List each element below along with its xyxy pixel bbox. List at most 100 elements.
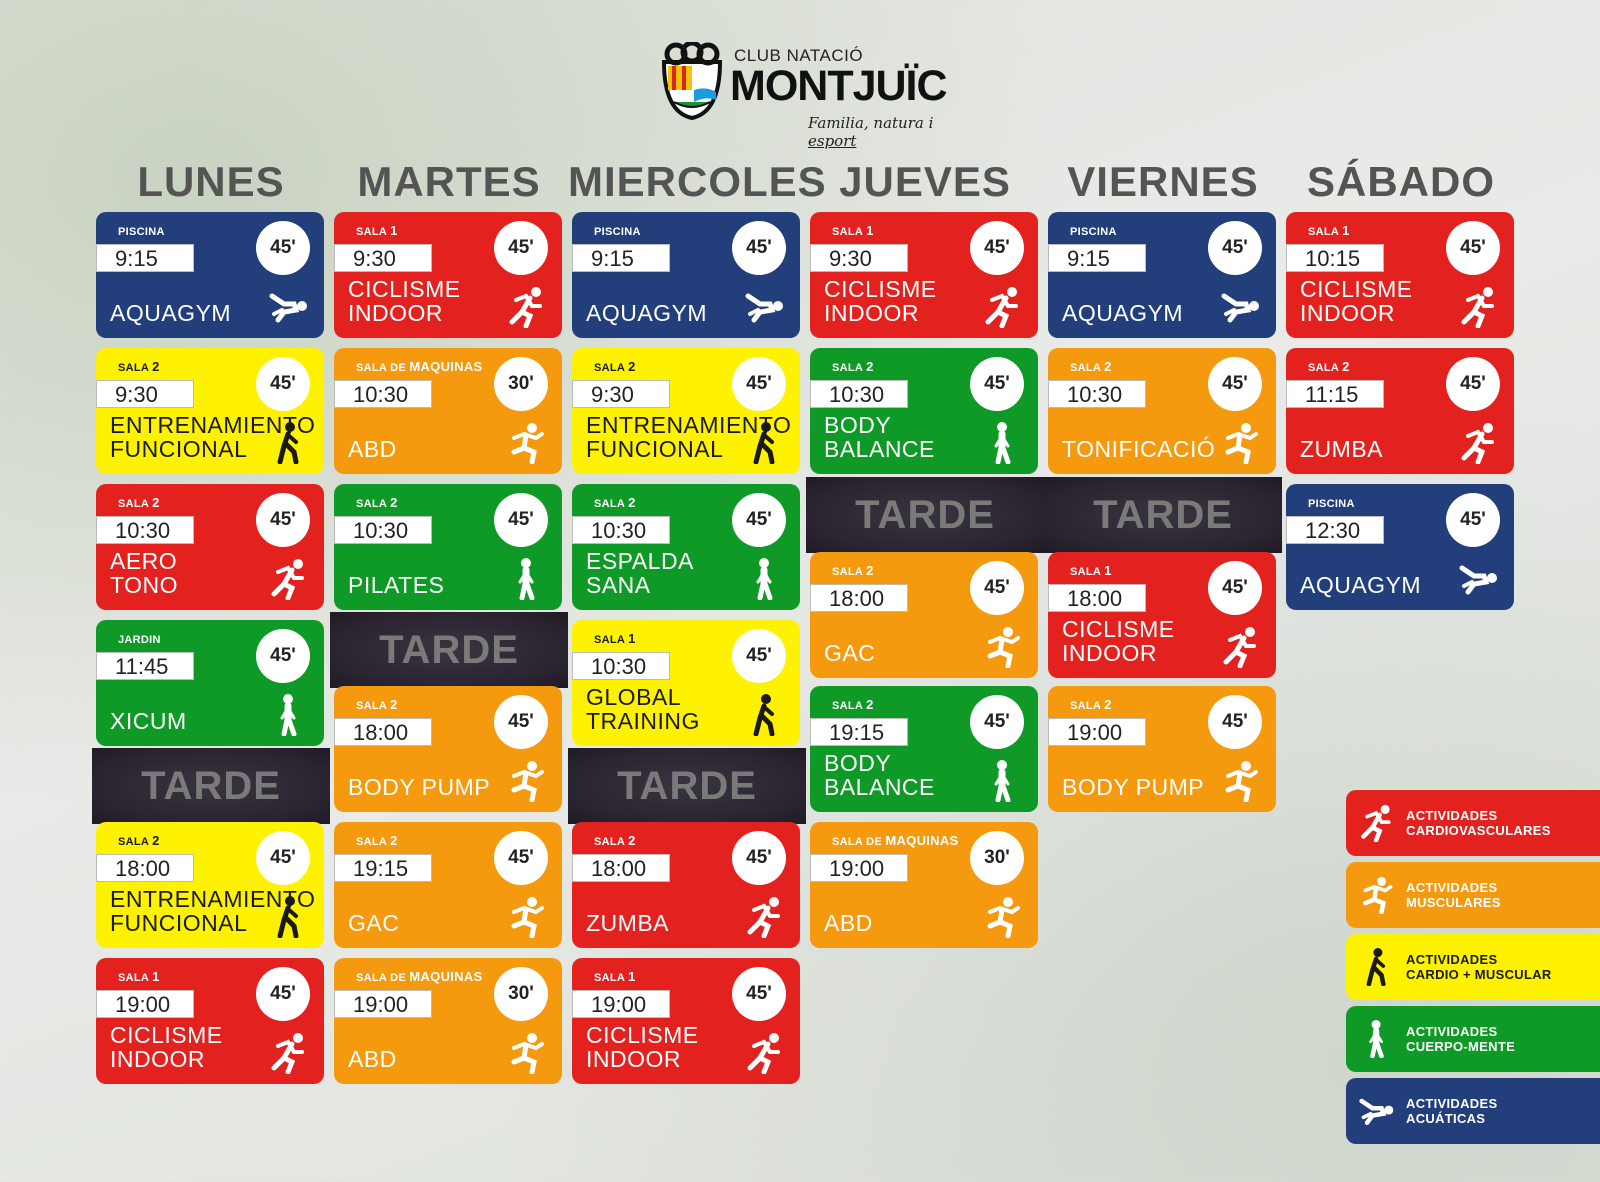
room-prefix: SALA [832, 226, 863, 238]
duration-badge: 45' [732, 831, 786, 885]
class-card-miercoles-2: SALA 2 9:30 45' ENTRENAMIENTO FUNCIONAL [572, 348, 800, 474]
class-card-lunes-5: SALA 2 18:00 45' ENTRENAMIENTO FUNCIONAL [96, 822, 324, 948]
duration-badge: 45' [256, 831, 310, 885]
tarde-separator-jueves: TARDE [806, 477, 1044, 553]
activity-name: ZUMBA [1300, 437, 1460, 461]
muscle-run-icon [506, 1032, 548, 1075]
activity-name: GLOBAL TRAINING [586, 685, 746, 733]
muscle-run-icon [1220, 760, 1262, 803]
class-card-sabado-3: PISCINA 12:30 45' AQUAGYM [1286, 484, 1514, 610]
duration-badge: 45' [1208, 561, 1262, 615]
stand-icon [1358, 1020, 1396, 1059]
legend-line-2: MUSCULARES [1406, 895, 1501, 910]
class-card-jueves-4: SALA 2 19:15 45' BODY BALANCE [810, 686, 1038, 812]
room-prefix: SALA [356, 836, 387, 848]
run-icon [744, 1032, 786, 1075]
day-header-viernes: VIERNES [1067, 158, 1259, 205]
activity-name: ESPALDA SANA [586, 549, 746, 597]
class-time: 18:00 [810, 584, 908, 612]
class-time: 10:15 [1286, 244, 1384, 272]
class-time: 19:00 [572, 990, 670, 1018]
class-time: 10:30 [334, 380, 432, 408]
day-header-martes: MARTES [357, 158, 541, 205]
activity-name: GAC [348, 911, 508, 935]
class-card-jueves-3: SALA 2 18:00 45' GAC [810, 552, 1038, 678]
class-card-lunes-1: PISCINA 9:15 45' AQUAGYM [96, 212, 324, 338]
class-time: 18:00 [1048, 584, 1146, 612]
activity-line-1: AQUAGYM [110, 300, 232, 326]
room-label: PISCINA [1308, 495, 1355, 510]
activity-line-1: BODY PUMP [348, 774, 491, 800]
class-time: 11:45 [96, 652, 194, 680]
class-card-miercoles-1: PISCINA 9:15 45' AQUAGYM [572, 212, 800, 338]
room-prefix: PISCINA [118, 226, 165, 238]
class-card-sabado-1: SALA 1 10:15 45' CICLISME INDOOR [1286, 212, 1514, 338]
room-prefix: SALA [1070, 362, 1101, 374]
class-card-jueves-1: SALA 1 9:30 45' CICLISME INDOOR [810, 212, 1038, 338]
stand-icon [268, 694, 310, 737]
activity-line-1: AERO [110, 548, 178, 574]
class-time: 10:30 [1048, 380, 1146, 408]
activity-line-1: BODY PUMP [1062, 774, 1205, 800]
room-label: SALA 1 [594, 631, 636, 646]
room-number: 1 [628, 969, 636, 984]
activity-name: AQUAGYM [110, 301, 270, 325]
room-number: 2 [866, 697, 874, 712]
room-prefix: SALA [832, 700, 863, 712]
activity-name: CICLISME INDOOR [1300, 277, 1460, 325]
room-number: 2 [1104, 697, 1112, 712]
muscle-run-icon [1358, 876, 1396, 915]
activity-name: ZUMBA [586, 911, 746, 935]
room-label: SALA 2 [118, 359, 160, 374]
duration-badge: 30' [970, 831, 1024, 885]
room-label: SALA 2 [356, 697, 398, 712]
duration-badge: 30' [494, 357, 548, 411]
class-card-viernes-3: SALA 1 18:00 45' CICLISME INDOOR [1048, 552, 1276, 678]
club-name: MONTJUÏC [730, 62, 948, 110]
activity-name: BODY BALANCE [824, 751, 984, 799]
activity-line-1: ABD [824, 910, 873, 936]
legend-line-1: ACTIVIDADES [1406, 808, 1498, 823]
room-prefix: PISCINA [1070, 226, 1117, 238]
class-time: 19:00 [810, 854, 908, 882]
activity-line-1: AQUAGYM [586, 300, 708, 326]
activity-name: CICLISME INDOOR [586, 1023, 746, 1071]
legend-label: ACTIVIDADES CUERPO-MENTE [1406, 1024, 1515, 1054]
activity-line-1: GAC [824, 640, 876, 666]
activity-line-1: ENTRENAMIENTO [586, 412, 792, 438]
class-time: 10:30 [96, 516, 194, 544]
room-prefix: SALA [594, 972, 625, 984]
duration-badge: 45' [1208, 357, 1262, 411]
legend-item-5: ACTIVIDADES ACUÁTICAS [1346, 1078, 1600, 1144]
room-prefix: SALA [118, 972, 149, 984]
activity-name: BODY PUMP [348, 775, 508, 799]
activity-name: TONIFICACIÓ [1062, 437, 1222, 461]
class-card-martes-5: SALA 2 19:15 45' GAC [334, 822, 562, 948]
class-card-martes-1: SALA 1 9:30 45' CICLISME INDOOR [334, 212, 562, 338]
room-label: PISCINA [594, 223, 641, 238]
class-time: 10:30 [334, 516, 432, 544]
activity-line-1: ABD [348, 436, 397, 462]
room-label: SALA 2 [118, 833, 160, 848]
room-number: 2 [628, 359, 636, 374]
activity-name: ENTRENAMIENTO FUNCIONAL [586, 412, 792, 461]
legend-line-2: CARDIOVASCULARES [1406, 823, 1551, 838]
room-label: SALA 2 [356, 833, 398, 848]
room-label: SALA DE MAQUINAS [356, 969, 483, 984]
room-number: 2 [390, 833, 398, 848]
room-number: MAQUINAS [885, 833, 959, 848]
run-icon [506, 286, 548, 329]
activity-line-1: PILATES [348, 572, 445, 598]
swim-icon [268, 286, 310, 328]
duration-badge: 45' [732, 493, 786, 547]
legend-item-2: ACTIVIDADES MUSCULARES [1346, 862, 1600, 928]
room-number: 2 [152, 359, 160, 374]
class-card-miercoles-3: SALA 2 10:30 45' ESPALDA SANA [572, 484, 800, 610]
duration-badge: 45' [256, 357, 310, 411]
class-card-viernes-1: PISCINA 9:15 45' AQUAGYM [1048, 212, 1276, 338]
room-label: SALA 2 [356, 495, 398, 510]
room-number: 2 [628, 833, 636, 848]
room-label: SALA 2 [832, 359, 874, 374]
class-time: 19:15 [810, 718, 908, 746]
duration-badge: 45' [256, 493, 310, 547]
